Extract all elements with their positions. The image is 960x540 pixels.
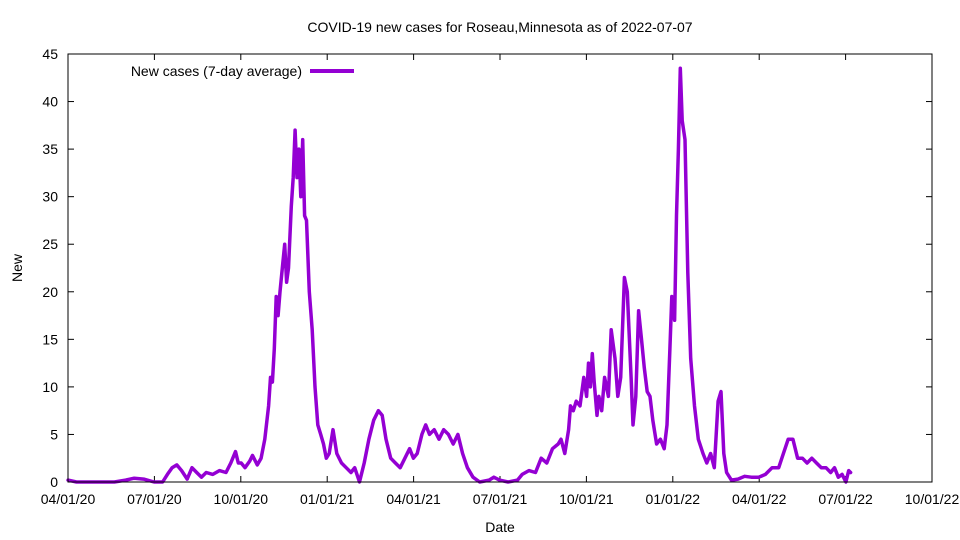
y-tick-label: 45 (42, 46, 58, 62)
legend: New cases (7-day average) (131, 63, 354, 79)
y-tick-label: 0 (50, 474, 58, 490)
y-tick-label: 30 (42, 189, 58, 205)
x-tick-label: 10/01/21 (559, 491, 614, 507)
series-layer (66, 66, 853, 484)
y-axis-ticks: 0 5 10 15 20 25 30 35 40 45 (42, 46, 932, 490)
chart-title: COVID-19 new cases for Roseau,Minnesota … (307, 19, 692, 35)
y-tick-label: 20 (42, 284, 58, 300)
x-tick-label: 01/01/21 (300, 491, 355, 507)
plot-frame (67, 53, 933, 483)
y-tick-label: 15 (42, 331, 58, 347)
series-line (66, 66, 853, 484)
x-tick-label: 10/01/22 (905, 491, 960, 507)
legend-label: New cases (7-day average) (131, 63, 302, 79)
y-tick-label: 40 (42, 94, 58, 110)
y-tick-label: 35 (42, 141, 58, 157)
x-tick-label: 04/01/20 (41, 491, 96, 507)
x-tick-label: 01/01/22 (646, 491, 701, 507)
x-tick-label: 04/01/22 (732, 491, 787, 507)
x-tick-label: 07/01/20 (127, 491, 182, 507)
x-tick-label: 07/01/22 (818, 491, 873, 507)
x-axis-label: Date (485, 519, 515, 535)
y-tick-label: 25 (42, 236, 58, 252)
x-axis-ticks: 04/01/20 07/01/20 10/01/20 01/01/21 04/01/21… (41, 54, 960, 507)
x-tick-label: 10/01/20 (214, 491, 269, 507)
x-tick-label: 07/01/21 (473, 491, 528, 507)
y-axis-label: New (9, 253, 25, 282)
y-tick-label: 5 (50, 426, 58, 442)
y-tick-label: 10 (42, 379, 58, 395)
x-tick-label: 04/01/21 (386, 491, 441, 507)
